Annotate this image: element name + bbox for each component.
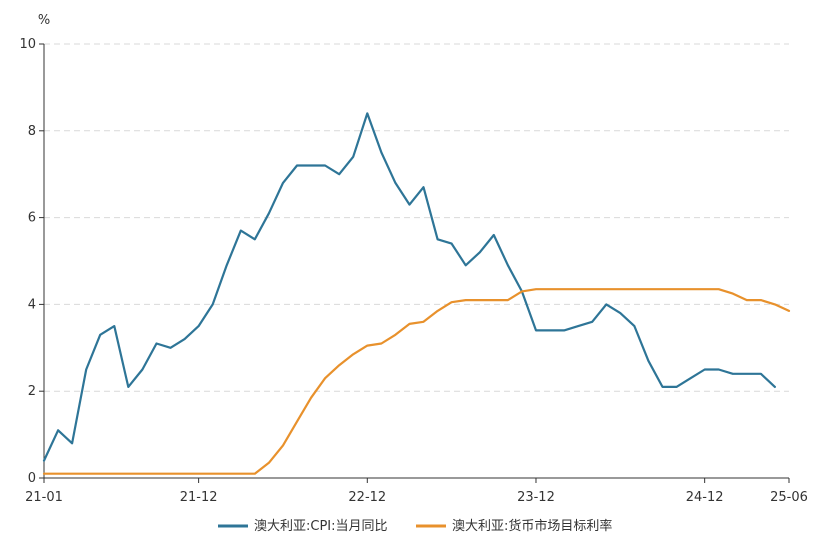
axes: 0 2 4 6 8 10 21-01 21-12 22-12 23-12 24-12 25-06 bbox=[19, 37, 807, 505]
y-tick-label: 2 bbox=[28, 384, 36, 399]
y-tick-label: 6 bbox=[28, 211, 36, 226]
y-tick-label: 0 bbox=[28, 471, 36, 486]
series-line-2 bbox=[42, 288, 791, 475]
series-lines bbox=[42, 112, 791, 475]
legend: 澳大利亚:CPI:当月同比 澳大利亚:货币市场目标利率 bbox=[218, 518, 612, 534]
legend-label-1: 澳大利亚:CPI:当月同比 bbox=[254, 518, 388, 534]
x-tick-label: 22-12 bbox=[348, 490, 386, 505]
legend-label-2: 澳大利亚:货币市场目标利率 bbox=[452, 518, 612, 534]
y-tick-label: 10 bbox=[19, 37, 36, 52]
x-tick-label: 21-12 bbox=[180, 490, 218, 505]
y-tick-label: 8 bbox=[28, 124, 36, 139]
x-tick-label: 23-12 bbox=[517, 490, 555, 505]
x-tick-label: 21-01 bbox=[25, 490, 63, 505]
x-tick-label: 25-06 bbox=[770, 490, 808, 505]
y-tick-label: 4 bbox=[28, 297, 36, 312]
y-unit-label: % bbox=[38, 13, 50, 28]
series-line-1 bbox=[42, 112, 777, 462]
x-tick-label: 24-12 bbox=[686, 490, 724, 505]
gridlines bbox=[44, 43, 789, 392]
